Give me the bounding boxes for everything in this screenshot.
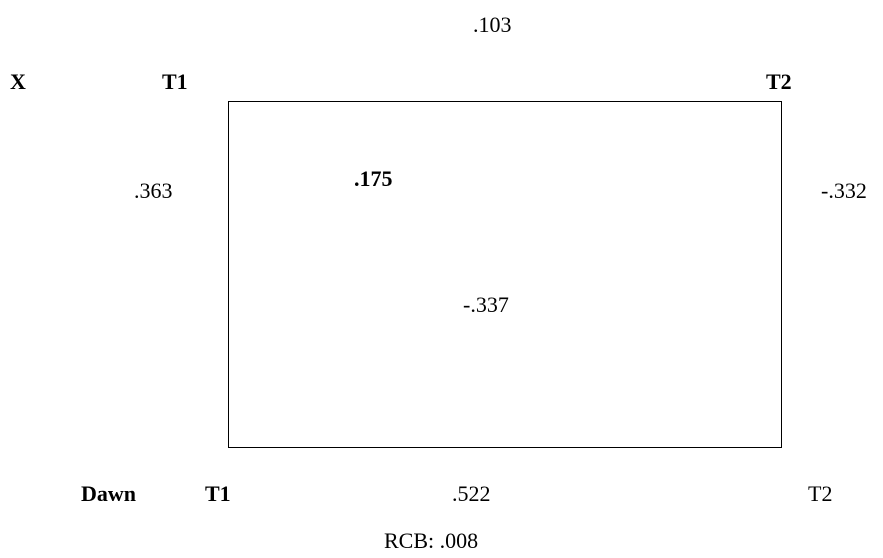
cross-lag-box xyxy=(228,101,782,448)
bottom-t2-label: T2 xyxy=(808,481,833,506)
top-t2-label: T2 xyxy=(766,69,792,94)
top-cross-lag-value: .103 xyxy=(473,12,512,37)
inner-center-value: -.337 xyxy=(463,292,509,317)
bottom-cross-lag-value: .522 xyxy=(452,481,491,506)
bottom-variable-label: Dawn xyxy=(81,481,137,506)
bottom-t1-label: T1 xyxy=(205,481,231,506)
top-variable-label: X xyxy=(10,69,26,94)
top-t1-label: T1 xyxy=(162,69,188,94)
right-stability-value: -.332 xyxy=(821,178,867,203)
rcb-value: RCB: .008 xyxy=(384,528,479,553)
left-stability-value: .363 xyxy=(134,178,173,203)
inner-diagonal-value: .175 xyxy=(354,166,393,191)
